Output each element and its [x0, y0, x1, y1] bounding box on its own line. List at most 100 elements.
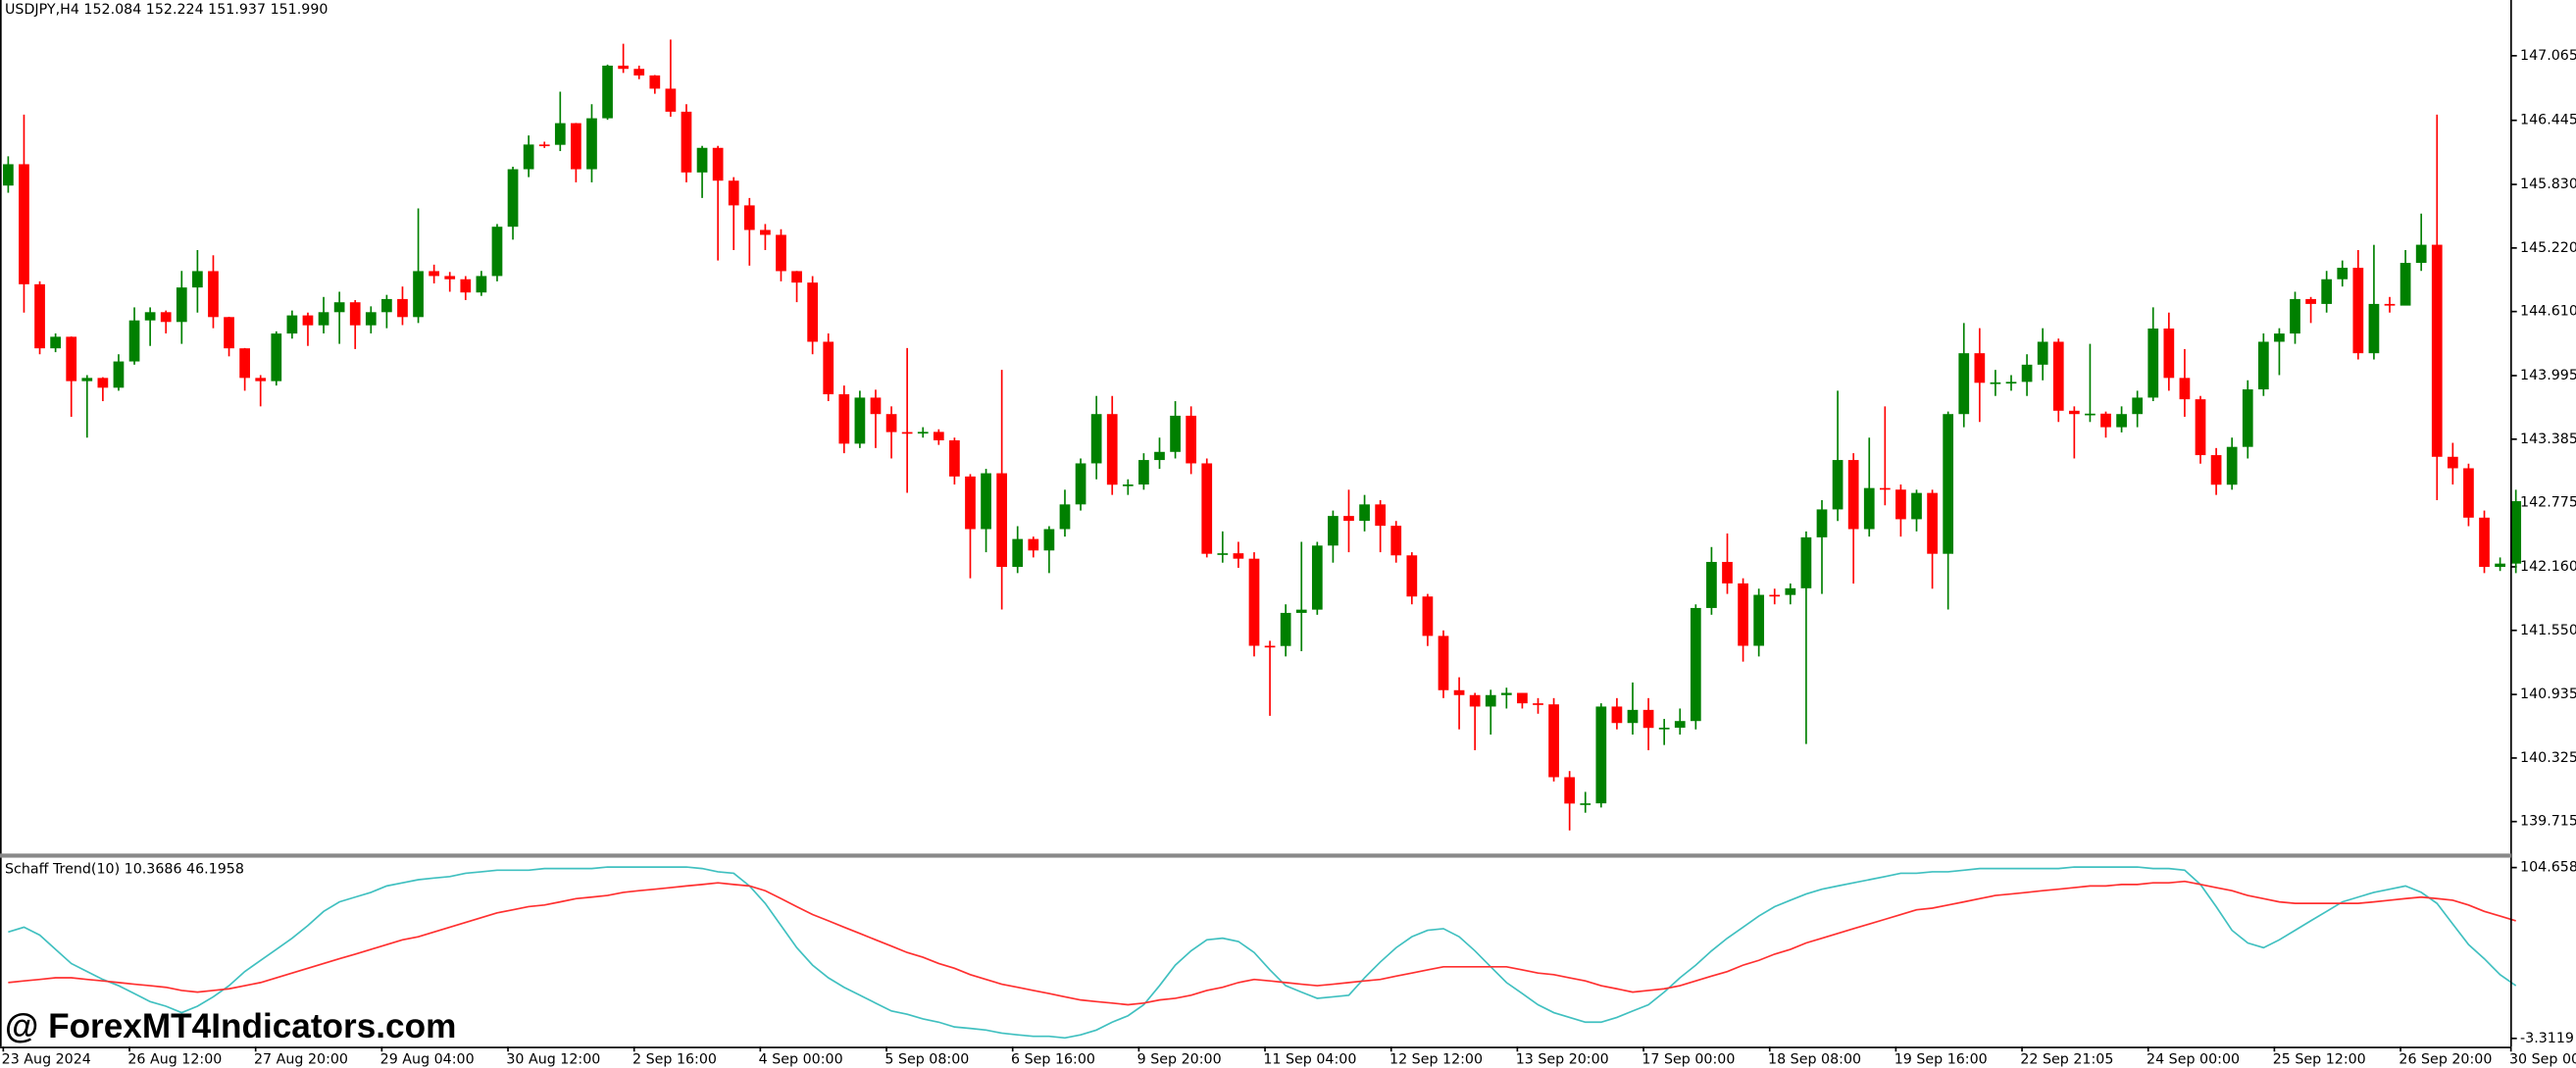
- x-tick-label: 23 Aug 2024: [2, 1052, 91, 1068]
- candle-body: [2242, 389, 2253, 447]
- y-tick-label: 145.830: [2520, 177, 2576, 192]
- candle-body: [2257, 341, 2269, 390]
- candle-body: [1248, 558, 1260, 646]
- candle-body: [838, 394, 850, 444]
- candle-body: [318, 312, 329, 326]
- candle-body: [1186, 415, 1197, 464]
- candle-body: [791, 271, 802, 283]
- candle-body: [1879, 487, 1891, 490]
- candle-body: [444, 276, 456, 280]
- candle-body: [1280, 612, 1291, 646]
- candle-body: [1059, 504, 1071, 530]
- candle-body: [2116, 414, 2127, 428]
- candle-body: [1043, 529, 1055, 551]
- candle-body: [397, 298, 408, 318]
- candle-body: [981, 473, 991, 530]
- y-tick-label: 142.160: [2520, 559, 2576, 575]
- candle-body: [2352, 268, 2364, 354]
- candle-body: [1485, 694, 1496, 707]
- watermark: @ ForexMT4Indicators.com: [5, 1007, 456, 1045]
- candle-body: [429, 271, 439, 277]
- candle-body: [1012, 538, 1024, 568]
- x-tick-label: 6 Sep 16:00: [1011, 1052, 1095, 1068]
- candle-body: [1453, 689, 1465, 695]
- candle-body: [381, 298, 392, 313]
- candle-body: [523, 144, 534, 170]
- candle-body: [1769, 594, 1781, 597]
- y-tick-label: 140.935: [2520, 687, 2576, 702]
- candle-body: [2384, 303, 2396, 306]
- x-tick-label: 24 Sep 00:00: [2147, 1052, 2240, 1068]
- x-tick-label: 11 Sep 04:00: [1263, 1052, 1356, 1068]
- candle-body: [665, 88, 677, 112]
- candle-body: [1738, 583, 1748, 646]
- candle-body: [2337, 268, 2349, 280]
- y-tick-label: 143.385: [2520, 432, 2576, 447]
- candle-body: [97, 378, 109, 388]
- candle-body: [1469, 694, 1481, 707]
- candle-body: [2132, 397, 2144, 415]
- candle-body: [1611, 706, 1623, 724]
- candle-body: [1863, 487, 1875, 530]
- indicator-line: [8, 866, 2517, 1040]
- candle-body: [1800, 536, 1812, 588]
- chart-title: USDJPY,H4 152.084 152.224 151.937 151.99…: [5, 2, 328, 18]
- x-tick-label: 18 Sep 08:00: [1768, 1052, 1861, 1068]
- candle-body: [633, 69, 645, 76]
- candle-body: [2321, 279, 2333, 304]
- candle-body: [333, 302, 345, 313]
- x-tick-label: 26 Aug 12:00: [127, 1052, 222, 1068]
- candle-body: [1517, 692, 1528, 704]
- candle-body: [2068, 410, 2080, 415]
- candle-body: [2495, 563, 2505, 568]
- candle-body: [1438, 636, 1449, 690]
- candle-body: [1627, 709, 1639, 724]
- candle-body: [2305, 298, 2316, 304]
- candle-body: [2368, 303, 2380, 354]
- candle-body: [2399, 263, 2411, 306]
- candle-body: [1895, 489, 1906, 520]
- candle-body: [949, 439, 960, 477]
- candle-body: [696, 147, 708, 173]
- candle-body: [128, 320, 140, 362]
- candle-body: [571, 123, 581, 170]
- candle-body: [1233, 553, 1244, 559]
- y-tick-label: 142.775: [2520, 495, 2576, 511]
- x-tick-label: 4 Sep 00:00: [759, 1052, 843, 1068]
- candle-body: [1106, 414, 1118, 485]
- candle-body: [1328, 516, 1339, 546]
- candle-body: [1753, 594, 1765, 646]
- candle-body: [1785, 587, 1796, 595]
- x-tick-label: 19 Sep 16:00: [1894, 1052, 1988, 1068]
- candle-body: [933, 432, 944, 440]
- x-tick-label: 29 Aug 04:00: [380, 1052, 475, 1068]
- candle-body: [901, 432, 913, 434]
- candle-body: [1674, 721, 1686, 729]
- candle-body: [365, 312, 377, 326]
- candle-body: [239, 348, 250, 379]
- candle-body: [1958, 353, 1970, 415]
- candle-body: [1658, 728, 1670, 730]
- candle-body: [176, 287, 187, 323]
- candle-body: [271, 333, 282, 381]
- candle-body: [1359, 504, 1370, 522]
- candle-body: [208, 271, 219, 318]
- candle-body: [1075, 463, 1086, 505]
- candle-body: [870, 397, 882, 415]
- candle-body: [538, 144, 550, 147]
- x-tick-label: 30 Aug 12:00: [506, 1052, 600, 1068]
- candle-body: [1847, 460, 1859, 530]
- candle-body: [1295, 609, 1307, 613]
- candle-body: [1264, 645, 1276, 648]
- candle-body: [2147, 328, 2159, 398]
- candle-body: [1832, 460, 1844, 510]
- candle-body: [602, 65, 613, 119]
- candle-body: [1090, 414, 1102, 464]
- y-tick-label: 141.550: [2520, 623, 2576, 638]
- indicator-line: [8, 880, 2516, 1006]
- candle-body: [491, 227, 503, 277]
- candle-body: [1390, 526, 1402, 556]
- candle-body: [807, 282, 819, 342]
- candle-body: [1580, 803, 1591, 805]
